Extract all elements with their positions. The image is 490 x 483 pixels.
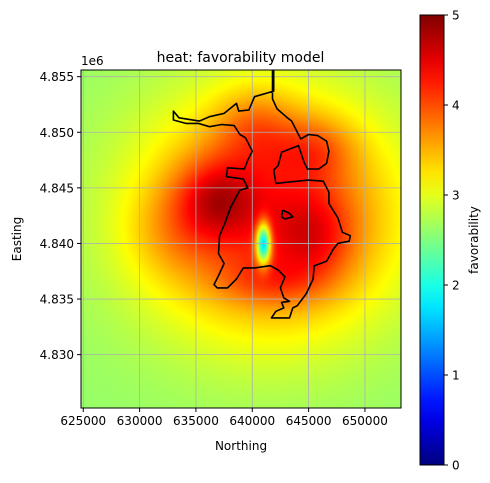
colorbar-tick-label: 5: [452, 9, 460, 23]
colorbar-tick-label: 4: [452, 99, 460, 113]
x-tick-label: 640000: [229, 414, 275, 428]
heatmap-image: [81, 70, 401, 408]
colorbar-tick-label: 2: [452, 279, 460, 293]
y-tick-label: 4.855: [40, 70, 74, 84]
x-tick-label: 625000: [60, 414, 106, 428]
plot-frame: [80, 69, 402, 409]
chart-title: heat: favorability model: [157, 50, 325, 66]
y-tick-label: 4.830: [40, 348, 74, 362]
colorbar-gradient: [419, 14, 445, 466]
boundary-outline: [172, 70, 352, 319]
colorbar-ticks: 0 1 2 3 4 5: [444, 9, 460, 473]
boundary-island-outline: [280, 209, 294, 220]
x-axis-label: Northing: [215, 439, 267, 453]
colorbar: 0 1 2 3 4 5 favorability: [419, 9, 481, 473]
y-axis: 4.830 4.835 4.840 4.845 4.850 4.855: [40, 70, 81, 362]
x-axis: 625000 630000 635000 640000 645000 650000: [60, 408, 388, 428]
colorbar-tick-label: 3: [452, 189, 460, 203]
colorbar-tick-label: 1: [452, 369, 460, 383]
y-tick-label: 4.850: [40, 126, 74, 140]
x-tick-label: 650000: [342, 414, 388, 428]
y-axis-label: Easting: [10, 217, 24, 261]
y-offset-label: 1e6: [81, 54, 104, 68]
grid-lines: [81, 70, 401, 408]
plot-area: [80, 69, 402, 409]
y-tick-label: 4.845: [40, 181, 74, 195]
y-tick-label: 4.835: [40, 293, 74, 307]
y-tick-label: 4.840: [40, 237, 74, 251]
x-tick-label: 630000: [117, 414, 163, 428]
colorbar-tick-label: 0: [452, 459, 460, 473]
x-tick-label: 635000: [173, 414, 219, 428]
colorbar-label: favorability: [467, 206, 481, 274]
x-tick-label: 645000: [286, 414, 332, 428]
